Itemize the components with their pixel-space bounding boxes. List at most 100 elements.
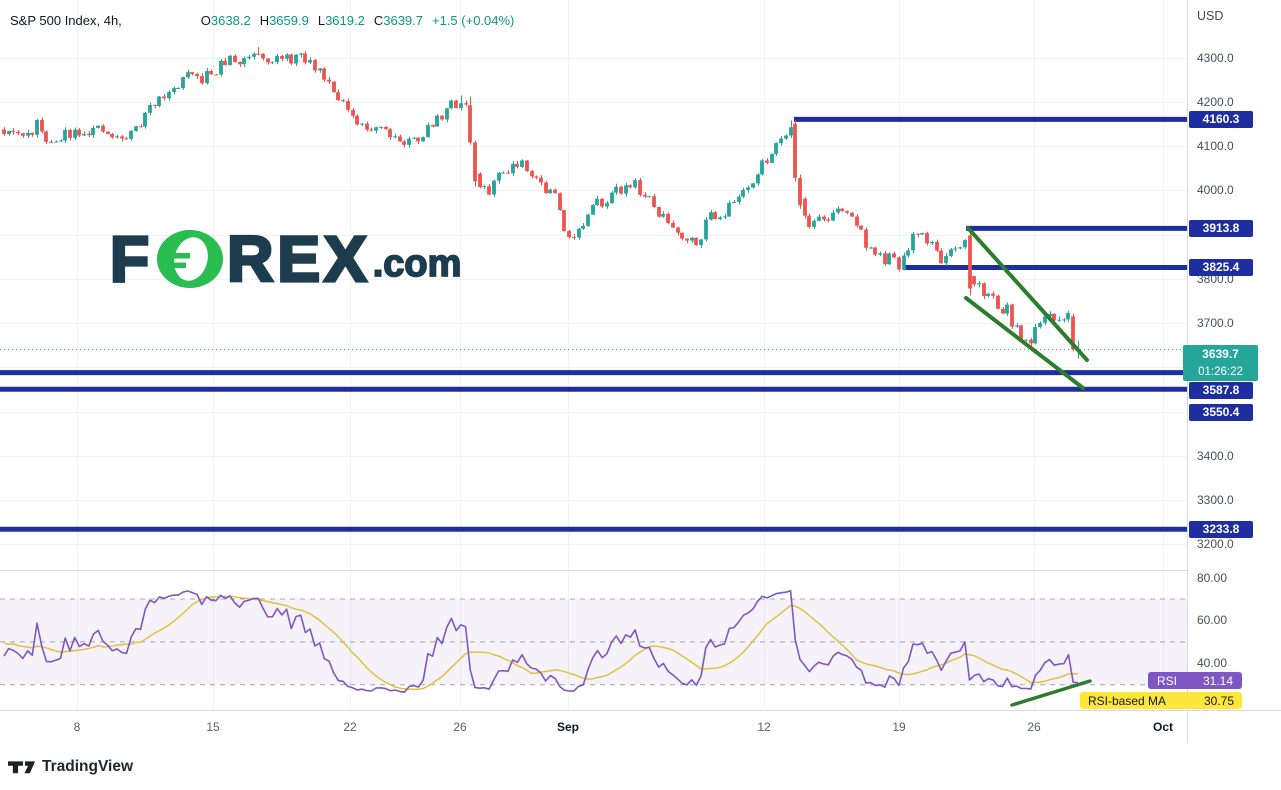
candle-body: [953, 248, 957, 250]
candle-body: [944, 256, 948, 264]
candle-body: [153, 105, 157, 107]
candle-body: [859, 225, 863, 230]
candle-body: [238, 61, 242, 65]
currency-label: USD: [1197, 9, 1224, 23]
candle-body: [887, 253, 891, 265]
candle-body: [1033, 326, 1037, 344]
candle-body: [741, 189, 745, 197]
candle-body: [299, 53, 303, 55]
candle-body: [756, 174, 760, 184]
candle-body: [1038, 322, 1042, 327]
rsi-tick: 80.00: [1197, 570, 1228, 585]
candle-body: [718, 217, 722, 220]
rsi-badge-label: RSI: [1157, 673, 1178, 688]
candle-body: [21, 133, 25, 136]
candle-body: [968, 235, 972, 289]
candle-body: [939, 250, 943, 264]
candle-body: [54, 141, 58, 143]
current-price-label: 3639.7 01:26:22: [1183, 344, 1258, 381]
level-price-label: 3550.4: [1189, 403, 1253, 421]
symbol-legend[interactable]: S&P 500 Index, 4h, O3638.2 H3659.9 L3619.2…: [10, 13, 523, 28]
candle-body: [421, 137, 425, 142]
candle-body: [869, 247, 873, 249]
candle-body: [285, 54, 289, 59]
candle-body: [106, 131, 110, 135]
legend-c-value: C3639.7: [373, 13, 423, 28]
candle-body: [336, 92, 340, 101]
price-tick: 4100.0: [1197, 139, 1234, 153]
tradingview-logo-icon[interactable]: [8, 760, 36, 774]
candle-body: [624, 185, 628, 194]
tradingview-logo-bar: TradingView: [0, 744, 1281, 790]
time-tick-22: 22: [343, 720, 357, 734]
candle-body: [26, 132, 30, 136]
candle-body: [892, 253, 896, 258]
candle-body: [751, 183, 755, 188]
candle-body: [704, 219, 708, 240]
time-tick-12: 12: [757, 720, 771, 734]
candle-body: [120, 136, 124, 139]
candle-body: [586, 214, 590, 226]
candle-body: [798, 177, 802, 206]
level-price-label: 3825.4: [1189, 259, 1253, 276]
legend-h-value: H3659.9: [259, 13, 309, 28]
candle-body: [591, 205, 595, 215]
candle-body: [124, 138, 128, 140]
candle-body: [440, 115, 444, 120]
candle-body: [723, 216, 727, 218]
candle-body: [930, 241, 934, 244]
candle-body: [685, 238, 689, 241]
candle-body: [520, 160, 524, 167]
candle-body: [935, 241, 939, 251]
rsi-badge-value: 31.14: [1202, 673, 1233, 688]
candle-body: [600, 198, 604, 207]
candle-body: [525, 160, 529, 172]
candle-body: [1029, 339, 1033, 344]
candle-body: [1048, 313, 1052, 317]
time-tick-15: 15: [206, 720, 220, 734]
candle-body: [643, 194, 647, 197]
candle-body: [464, 103, 468, 105]
price-tick: 4000.0: [1197, 183, 1234, 198]
candle-body: [614, 186, 618, 193]
candle-body: [49, 141, 53, 143]
time-axis[interactable]: 8 15 22 26 Sep 12 19 26 Oct: [0, 710, 1281, 745]
candle-body: [1015, 325, 1019, 327]
candle-body: [548, 189, 552, 194]
chart-panes[interactable]: [0, 0, 1187, 744]
price-axis[interactable]: USD 4300.0 4200.0 4100.0 4000.0 3800.0 3700.0…: [1183, 0, 1281, 743]
candle-body: [63, 129, 67, 141]
candle-body: [676, 227, 680, 233]
candle-body: [958, 247, 962, 249]
candle-body: [855, 216, 859, 226]
candle-body: [628, 185, 632, 188]
candle-body: [205, 71, 209, 84]
candle-body: [826, 219, 830, 221]
candle-body: [836, 208, 840, 213]
candle-body: [789, 127, 793, 136]
candle-body: [562, 210, 566, 232]
candle-body: [1001, 308, 1005, 314]
symbol-title[interactable]: S&P 500 Index, 4h,: [10, 13, 122, 28]
ohlc-values: O3638.2 H3659.9 L3619.2 C3639.7 +1.5 (+0.04%…: [131, 13, 524, 28]
candle-body: [647, 196, 651, 198]
price-tick: 3400.0: [1197, 448, 1234, 463]
candle-body: [515, 163, 519, 167]
level-price-label: 4160.3: [1189, 110, 1253, 128]
candle-body: [351, 109, 355, 116]
candle-body: [101, 125, 105, 132]
candle-body: [459, 103, 463, 109]
candle-body: [694, 237, 698, 246]
trend-line: [964, 296, 1085, 390]
candle-body: [558, 193, 562, 211]
tradingview-logo-text[interactable]: TradingView: [42, 758, 134, 775]
candle-body: [346, 101, 350, 110]
candle-body: [1024, 339, 1028, 341]
candle-body: [294, 54, 298, 64]
trend-line: [966, 226, 1089, 362]
candle-body: [492, 180, 496, 195]
candle-body: [1057, 319, 1061, 321]
candle-body: [374, 127, 378, 131]
price-tick: 3300.0: [1197, 493, 1234, 507]
candle-body: [416, 137, 420, 142]
